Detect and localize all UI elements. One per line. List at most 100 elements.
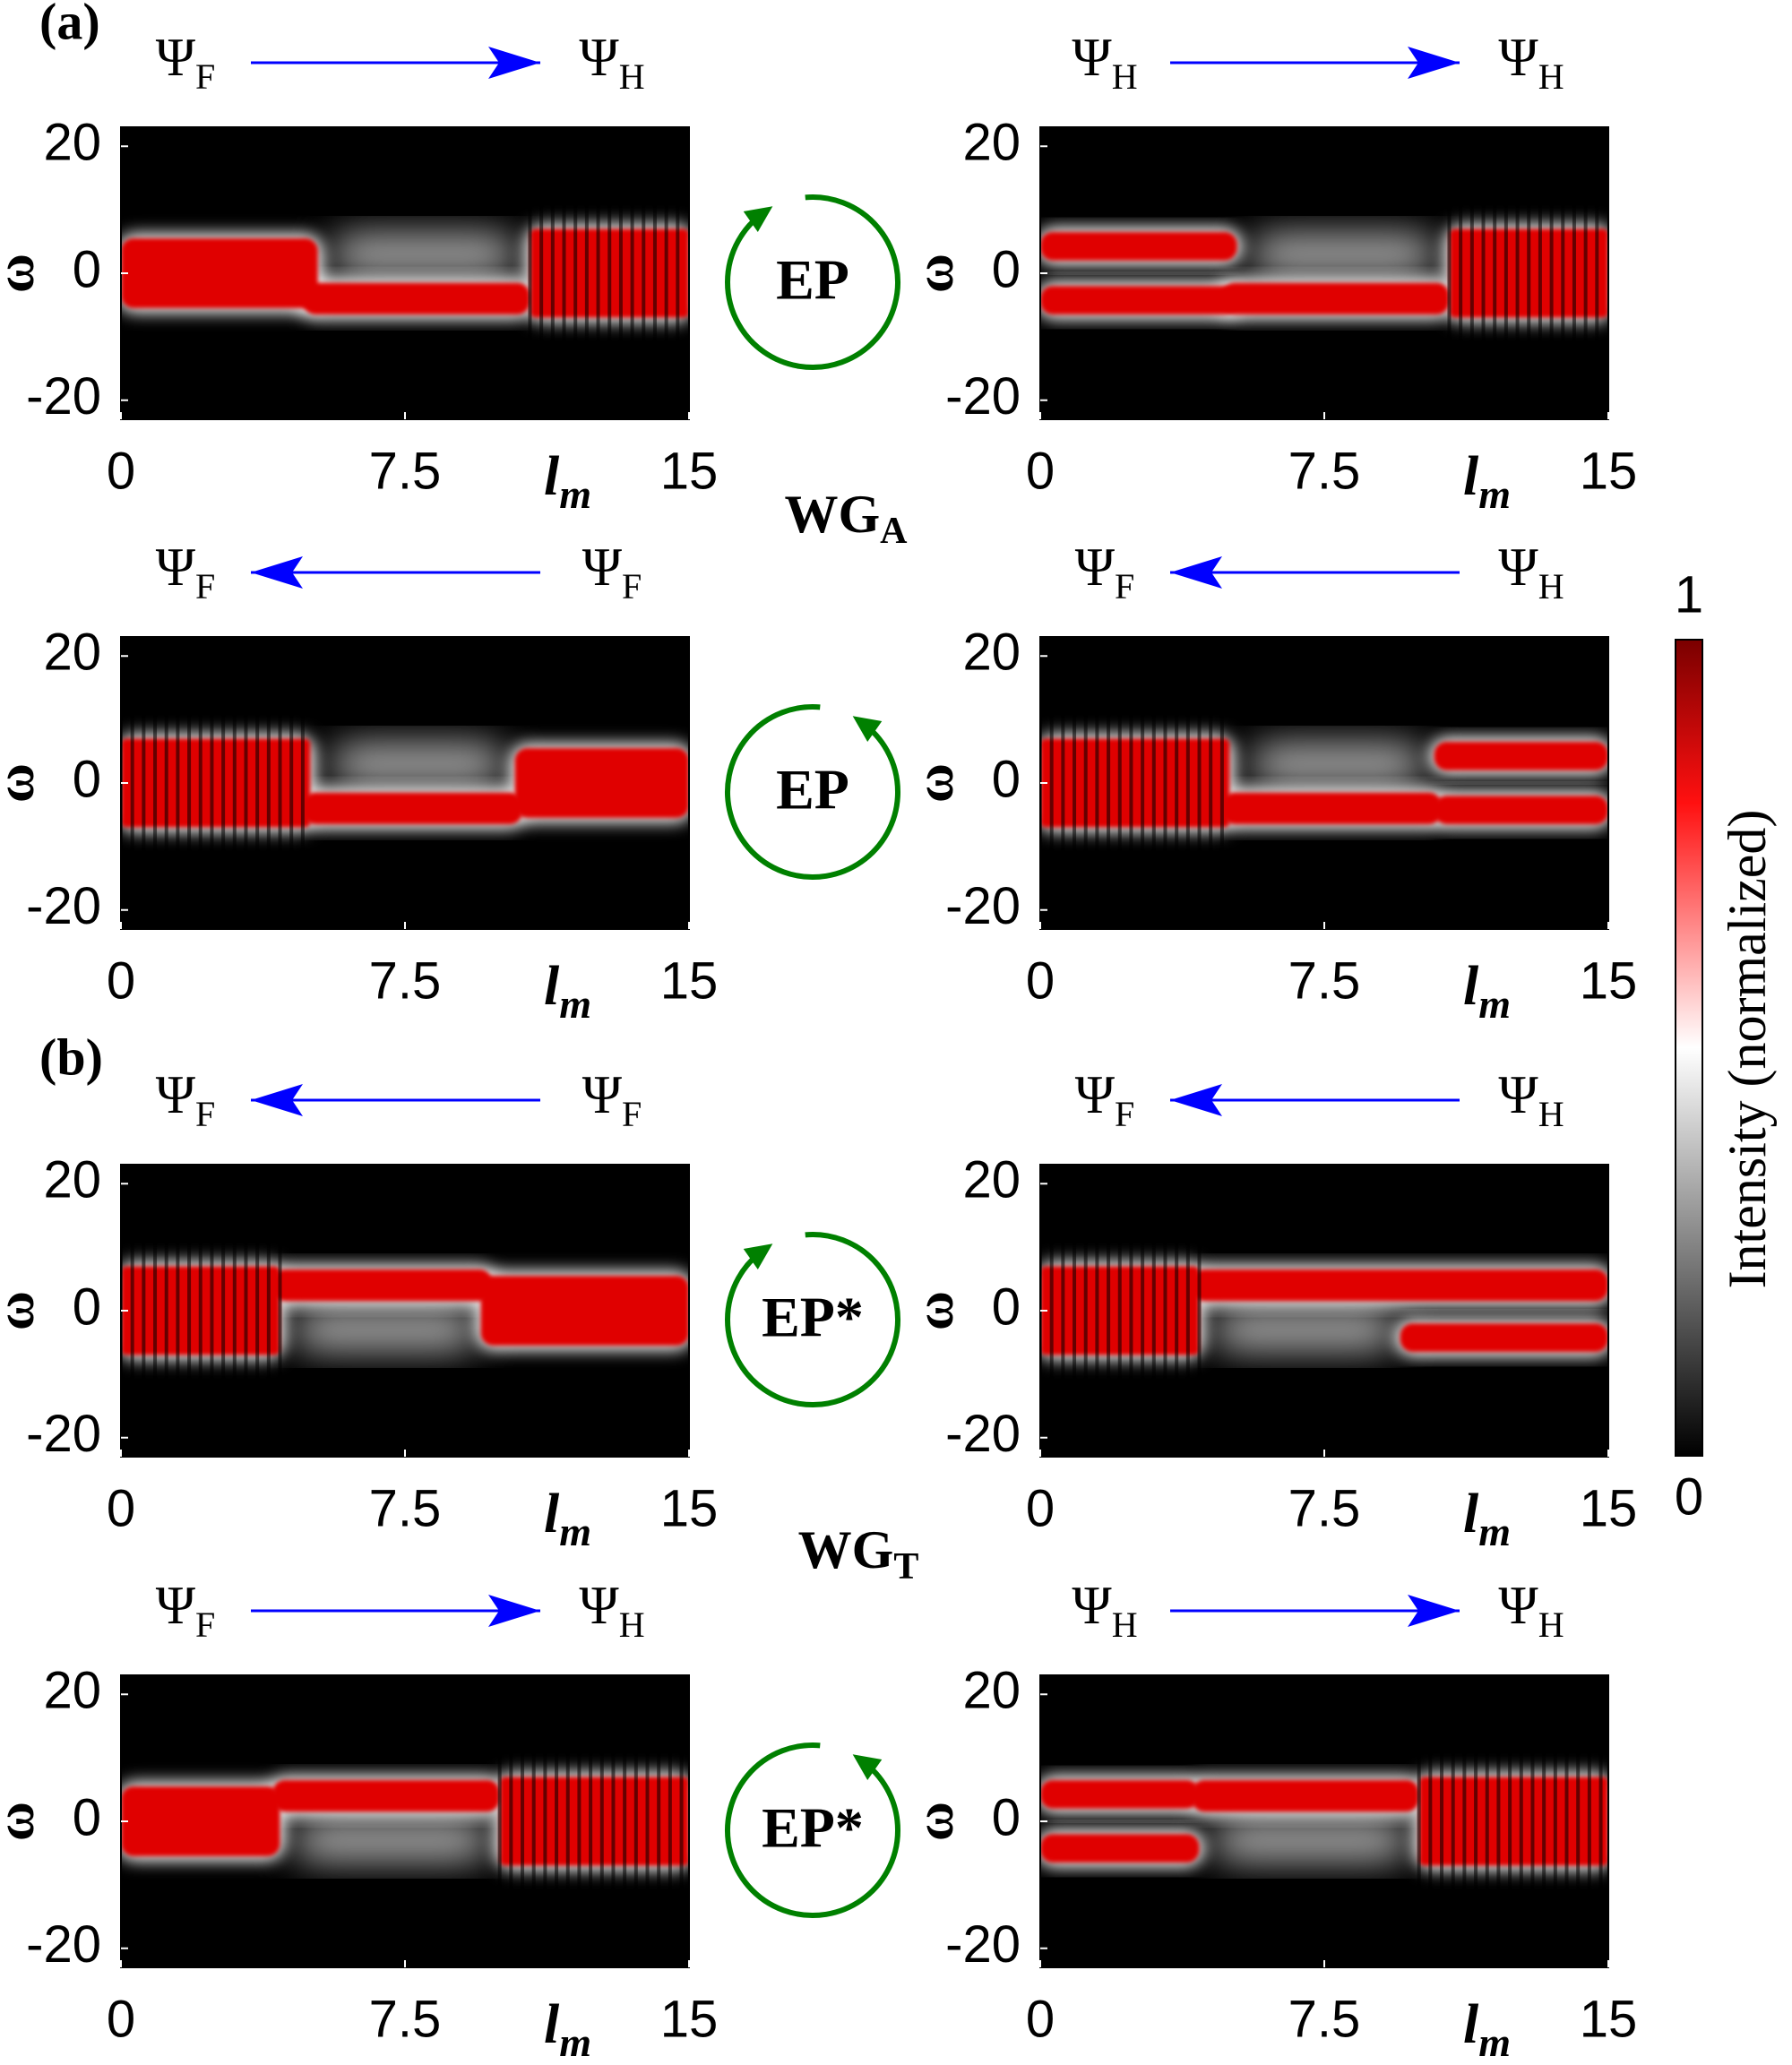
x-tick-label: 0 <box>1026 442 1055 500</box>
y-axis-label: ω <box>0 1291 45 1330</box>
state-label: ΨH <box>579 1576 644 1645</box>
waveguide-label: WGT <box>798 1520 919 1587</box>
heatmap <box>1040 127 1608 419</box>
label-base: Ψ <box>1498 1065 1538 1124</box>
band <box>1221 282 1450 315</box>
label-base: Ψ <box>156 538 196 597</box>
label-base: Ψ <box>582 1065 623 1124</box>
arrow-head <box>1170 1084 1222 1116</box>
panel-label: (b) <box>39 1028 103 1086</box>
label-base: l <box>544 956 560 1017</box>
label-base: Ψ <box>156 1065 196 1124</box>
label-sub: H <box>1538 566 1564 607</box>
band <box>1192 1779 1419 1812</box>
heatmap <box>121 1165 689 1457</box>
x-tick-label: 7.5 <box>1288 1479 1361 1537</box>
heatmap <box>121 637 689 929</box>
band <box>1400 1323 1608 1353</box>
state-label: ΨF <box>156 1576 216 1645</box>
arrow-head <box>251 556 303 589</box>
y-tick-label: -20 <box>945 367 1021 426</box>
label-sub: m <box>1478 471 1511 517</box>
y-tick-label: 0 <box>992 1788 1021 1846</box>
arrow-head <box>1170 556 1222 589</box>
y-tick-label: 20 <box>43 1662 101 1720</box>
y-axis-label: ω <box>0 254 45 293</box>
band <box>1192 1269 1608 1302</box>
band <box>1040 1779 1200 1809</box>
x-tick-label: 7.5 <box>369 442 442 500</box>
label-sub: F <box>195 56 215 97</box>
label-base: Ψ <box>1072 1576 1112 1635</box>
ep-loop <box>725 194 900 370</box>
arrow-head <box>1408 1595 1460 1627</box>
y-tick-label: -20 <box>945 877 1021 935</box>
band <box>272 1269 493 1302</box>
label-base: Ψ <box>1075 538 1116 597</box>
state-label: ΨF <box>582 1065 642 1134</box>
x-axis-label: lm <box>544 956 591 1026</box>
label-sub: T <box>893 1546 918 1587</box>
state-label: ΨF <box>156 538 216 607</box>
y-tick-label: 0 <box>992 240 1021 298</box>
label-base: Ψ <box>156 28 196 87</box>
label-base: Ψ <box>1075 1065 1116 1124</box>
ep-loop <box>725 1742 900 1918</box>
y-tick-label: 20 <box>962 1151 1021 1209</box>
label-base: Ψ <box>156 1576 196 1635</box>
label-sub: A <box>880 511 908 552</box>
colorbar-tick-label: 1 <box>1675 565 1703 624</box>
label-base: l <box>544 1994 560 2055</box>
x-tick-label: 15 <box>660 1479 719 1537</box>
y-tick-label: 0 <box>73 240 101 298</box>
haze <box>1248 235 1438 273</box>
x-tick-label: 0 <box>1026 1990 1055 2048</box>
y-axis-label: ω <box>0 1802 45 1841</box>
y-tick-label: -20 <box>26 367 101 426</box>
ep-arrow-head <box>743 206 773 232</box>
y-axis-label: ω <box>905 1291 964 1330</box>
label-sub: H <box>1538 1605 1564 1645</box>
y-tick-label: 0 <box>992 750 1021 808</box>
state-label: ΨH <box>1498 538 1564 607</box>
band <box>1040 286 1237 315</box>
label-sub: H <box>619 56 645 97</box>
x-tick-label: 0 <box>107 442 135 500</box>
x-axis-label: lm <box>1463 1994 1511 2064</box>
y-tick-label: -20 <box>26 877 101 935</box>
arrow-head <box>488 47 540 79</box>
band <box>302 792 523 825</box>
y-tick-label: 0 <box>992 1278 1021 1336</box>
label-base: Ψ <box>579 1576 619 1635</box>
label-sub: m <box>559 981 591 1027</box>
y-axis-label: ω <box>0 763 45 803</box>
heatmap <box>1040 1675 1608 1967</box>
ep-arrow-head <box>852 1754 883 1780</box>
arrow-head <box>251 1084 303 1116</box>
label-sub: H <box>1112 56 1138 97</box>
label-base: WG <box>798 1520 894 1579</box>
label-sub: F <box>195 1094 215 1134</box>
haze <box>1248 744 1427 783</box>
heatmap <box>121 1675 689 1967</box>
label-sub: H <box>1538 56 1564 97</box>
y-tick-label: 0 <box>73 1788 101 1846</box>
heatmap <box>121 127 689 419</box>
state-label: ΨF <box>582 538 642 607</box>
y-tick-label: 20 <box>962 1662 1021 1720</box>
y-tick-label: 20 <box>43 114 101 172</box>
band <box>272 1779 500 1812</box>
haze <box>291 1821 493 1860</box>
haze <box>291 1311 481 1349</box>
label-base: Ψ <box>579 28 619 87</box>
label-sub: m <box>1478 1509 1511 1554</box>
y-tick-label: -20 <box>945 1915 1021 1974</box>
x-axis-label: lm <box>544 446 591 516</box>
x-tick-label: 7.5 <box>369 951 442 1010</box>
state-label: ΨH <box>1072 1576 1137 1645</box>
label-base: l <box>544 1484 560 1544</box>
label-base: l <box>1463 1484 1479 1544</box>
haze <box>329 235 519 273</box>
band <box>121 238 318 308</box>
